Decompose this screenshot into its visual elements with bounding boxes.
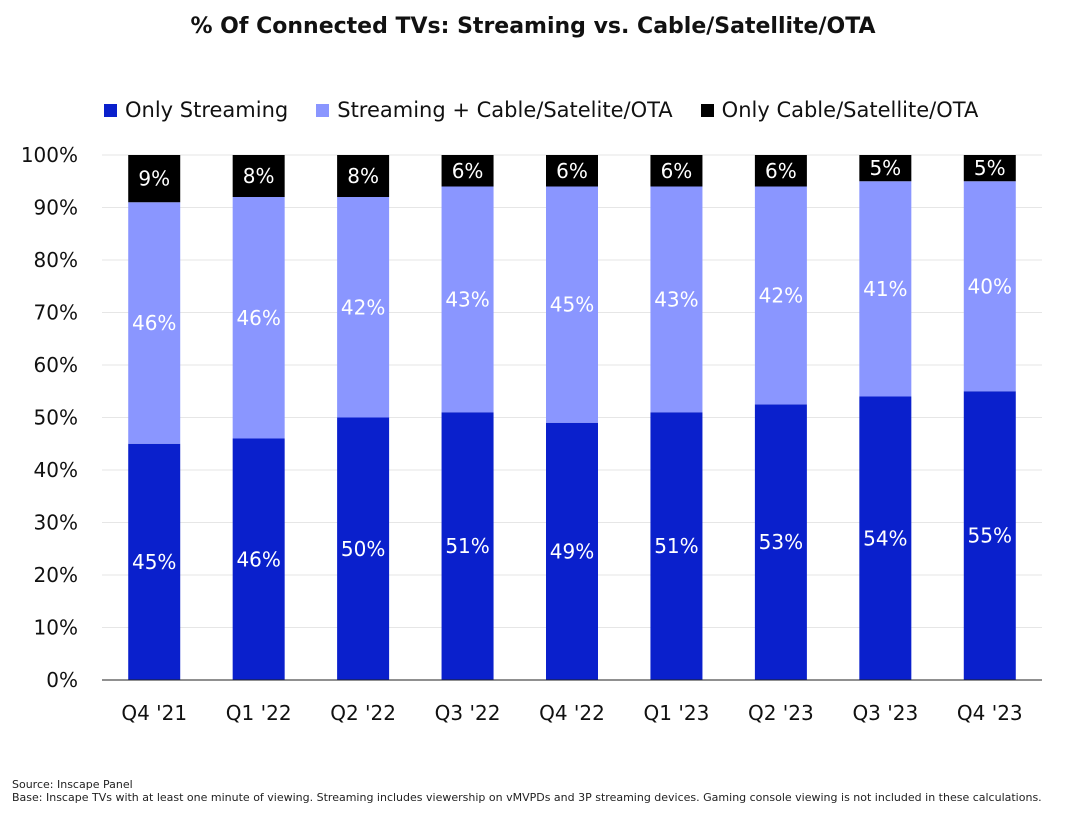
bar-segment (546, 155, 598, 187)
data-label: 45% (550, 293, 594, 317)
data-label: 41% (863, 277, 907, 301)
legend-swatch-only-streaming (104, 103, 117, 117)
legend-swatch-streaming-plus-cable (316, 103, 330, 117)
y-tick-label: 50% (34, 406, 78, 430)
bar-segment (963, 391, 1016, 680)
footnote-source: Source: Inscape Panel (12, 778, 133, 791)
y-tick-label: 0% (46, 668, 78, 692)
bar-segment (859, 155, 912, 182)
chart-title: % Of Connected TVs: Streaming vs. Cable/… (190, 14, 876, 39)
data-label: 40% (968, 274, 1012, 298)
bar-segment (232, 155, 285, 197)
data-label: 55% (968, 524, 1012, 548)
bar-segment (650, 155, 703, 187)
bar-segment (232, 197, 285, 439)
bar-segment (546, 186, 598, 423)
data-label: 45% (132, 550, 176, 574)
stacked-bar-chart: 0% 10% 20% 30% 40% 50% 60% 70% 80% 90% 100% Q4 '21 Q… (21, 143, 1042, 725)
data-label: 50% (341, 537, 385, 561)
x-tick-label: Q1 '23 (644, 701, 710, 725)
bar-segment (441, 186, 494, 413)
x-tick-label: Q3 '23 (852, 701, 918, 725)
data-label: 42% (341, 295, 385, 319)
bar-segment (337, 417, 390, 680)
y-tick-label: 100% (21, 143, 78, 167)
legend-label-only-streaming: Only Streaming (125, 98, 289, 122)
legend-item-only-cable: Only Cable/Satellite/OTA (700, 98, 979, 122)
data-label: 6% (452, 159, 484, 183)
data-label: 9% (138, 167, 170, 191)
legend-label-streaming-plus-cable: Streaming + Cable/Satelite/OTA (337, 98, 673, 122)
data-label: 5% (974, 156, 1006, 180)
footnote-base: Base: Inscape TVs with at least one minu… (12, 791, 1042, 804)
axes: 0% 10% 20% 30% 40% 50% 60% 70% 80% 90% 100% Q4 '21 Q… (21, 143, 1042, 725)
legend-label-only-cable: Only Cable/Satellite/OTA (721, 98, 979, 122)
bar-segment (754, 155, 807, 187)
bar-segment (754, 186, 807, 405)
bar-segment (963, 155, 1016, 182)
data-label: 6% (765, 159, 797, 183)
bar-segment (963, 181, 1016, 392)
data-label: 8% (243, 164, 275, 188)
data-label: 46% (132, 311, 176, 335)
y-tick-label: 70% (34, 301, 78, 325)
x-tick-label: Q2 '22 (330, 701, 396, 725)
data-label: 6% (556, 159, 588, 183)
data-label: 51% (654, 534, 698, 558)
chart-legend: Only Streaming Streaming + Cable/Satelit… (104, 98, 978, 122)
bar-segment (859, 181, 912, 397)
bar-segment (650, 186, 703, 413)
y-tick-label: 40% (34, 458, 78, 482)
data-label: 51% (445, 534, 489, 558)
bar-segment (441, 155, 494, 187)
bar-segment (546, 422, 598, 680)
y-tick-label: 30% (34, 511, 78, 535)
data-label: 8% (347, 164, 379, 188)
y-tick-label: 90% (34, 196, 78, 220)
x-tick-label: Q4 '21 (121, 701, 187, 725)
bar-segment (441, 412, 494, 680)
x-tick-label: Q1 '22 (226, 701, 292, 725)
bars (128, 155, 1016, 680)
y-tick-label: 10% (34, 616, 78, 640)
bar-segment (337, 155, 390, 197)
bar-segment (650, 412, 703, 680)
bar-segment (859, 396, 912, 680)
x-tick-label: Q4 '23 (957, 701, 1023, 725)
data-labels: 45% 46% 9% 46% 46% 8% 50% 42% 8% 51% 43% 6% 49% 45% 6%… (132, 156, 1012, 574)
bar-segment (232, 438, 285, 680)
bar-segment (128, 202, 181, 444)
y-tick-label: 20% (34, 563, 78, 587)
y-tick-label: 80% (34, 248, 78, 272)
data-label: 46% (236, 306, 280, 330)
data-label: 43% (654, 287, 698, 311)
data-label: 6% (661, 159, 693, 183)
x-tick-label: Q4 '22 (539, 701, 605, 725)
x-tick-label: Q2 '23 (748, 701, 814, 725)
data-label: 54% (863, 526, 907, 550)
footnote: Source: Inscape Panel Base: Inscape TVs … (12, 778, 1042, 804)
data-label: 53% (759, 530, 803, 554)
bar-segment (754, 404, 807, 680)
data-label: 49% (550, 539, 594, 563)
data-label: 42% (759, 283, 803, 307)
data-label: 5% (869, 156, 901, 180)
x-tick-label: Q3 '22 (435, 701, 501, 725)
legend-item-streaming-plus-cable: Streaming + Cable/Satelite/OTA (316, 98, 673, 122)
bar-segment (128, 155, 181, 203)
bar-segment (337, 197, 390, 418)
legend-item-only-streaming: Only Streaming (104, 98, 288, 122)
legend-swatch-only-cable (700, 103, 714, 117)
data-label: 46% (236, 547, 280, 571)
data-label: 43% (445, 287, 489, 311)
bar-segment (128, 443, 181, 680)
y-tick-label: 60% (34, 353, 78, 377)
